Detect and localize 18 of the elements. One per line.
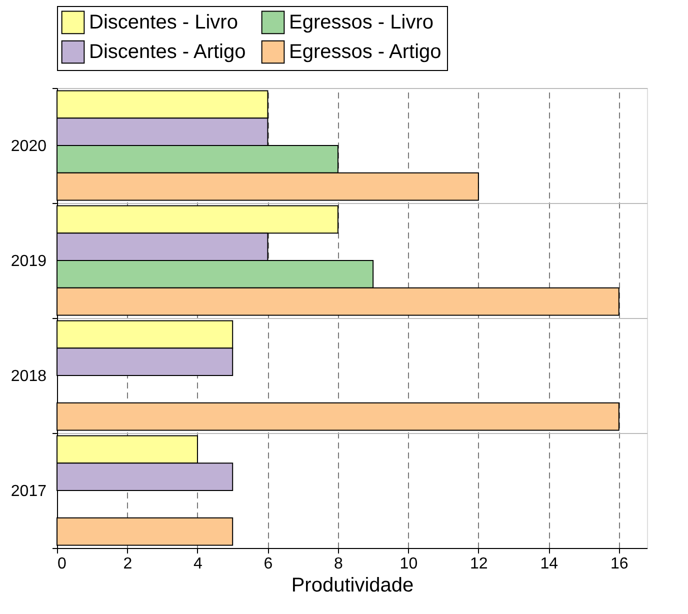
x-tick-label: 12 bbox=[470, 556, 488, 572]
legend-label: Discentes - Artigo bbox=[89, 41, 246, 63]
x-tick-label: 8 bbox=[334, 556, 343, 572]
x-axis-title: Produtividade bbox=[291, 574, 414, 596]
x-tick-label: 10 bbox=[400, 556, 418, 572]
legend-label: Egressos - Artigo bbox=[289, 41, 442, 63]
y-tick-label: 2017 bbox=[10, 483, 47, 500]
x-tick-label: 0 bbox=[58, 556, 66, 572]
legend-label: Egressos - Livro bbox=[289, 11, 434, 34]
x-tick-label: 16 bbox=[610, 556, 628, 572]
y-tick-label: 2020 bbox=[10, 138, 47, 155]
y-tick-label: 2019 bbox=[10, 253, 47, 270]
x-tick-label: 14 bbox=[540, 556, 558, 572]
x-tick-label: 4 bbox=[194, 556, 203, 572]
x-tick-label: 6 bbox=[264, 556, 273, 572]
x-tick-label: 2 bbox=[123, 556, 132, 572]
legend-label: Discentes - Livro bbox=[89, 11, 238, 34]
y-tick-label: 2018 bbox=[10, 368, 47, 385]
